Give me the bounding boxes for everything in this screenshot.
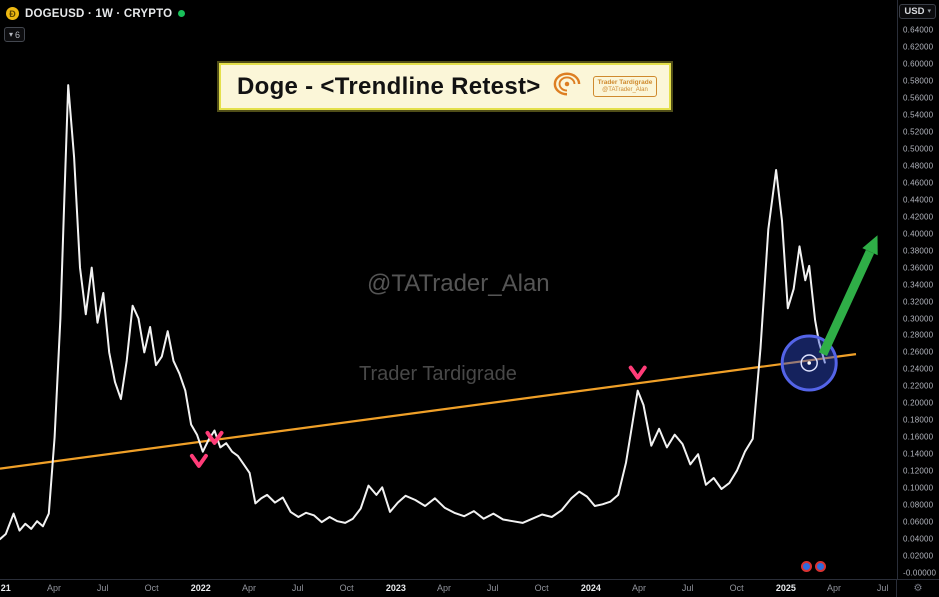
currency-selector[interactable]: USD ▾ xyxy=(899,4,936,19)
badge-icon[interactable] xyxy=(801,561,812,572)
y-axis-label: 0.36000 xyxy=(903,263,934,273)
check-marker[interactable] xyxy=(205,430,224,445)
y-axis-label: 0.32000 xyxy=(903,297,934,306)
projection-arrow-shaft[interactable] xyxy=(818,249,875,356)
y-axis-label: 0.44000 xyxy=(903,195,934,205)
x-axis-label: Apr xyxy=(826,583,842,593)
y-axis-label: 0.42000 xyxy=(903,212,934,222)
x-axis-label: Jul xyxy=(681,583,694,593)
y-axis-label: 0.02000 xyxy=(903,551,934,561)
check-marker[interactable] xyxy=(189,453,208,468)
title-banner[interactable]: Doge - <Trendline Retest> Trader Tardigr… xyxy=(219,63,672,110)
y-axis-label: 0.14000 xyxy=(903,449,934,459)
y-axis-label: 0.52000 xyxy=(903,127,934,137)
y-axis-label: 0.56000 xyxy=(903,93,934,103)
symbol-header[interactable]: Ð DOGEUSD · 1W · CRYPTO xyxy=(6,7,186,20)
y-axis-label: 0.40000 xyxy=(903,229,934,239)
y-axis-label: 0.16000 xyxy=(903,432,934,442)
watermark-name: Trader Tardigrade xyxy=(359,363,517,385)
symbol-title: DOGEUSD · 1W · CRYPTO xyxy=(25,7,173,20)
y-axis-label: 0.30000 xyxy=(903,314,934,323)
object-tree-badge[interactable]: ▾ 6 xyxy=(4,27,26,42)
x-axis-label: Apr xyxy=(241,583,257,593)
y-axis-label: 0.08000 xyxy=(903,500,934,510)
y-axis-label: -0.00000 xyxy=(903,568,937,578)
axis-badges xyxy=(801,561,826,572)
x-axis-label: 21 xyxy=(0,583,11,593)
y-axis-label: 0.18000 xyxy=(903,415,934,425)
watermark-handle: @TATrader_Alan xyxy=(367,270,550,297)
x-axis-label: Apr xyxy=(46,583,62,593)
y-axis-label: 0.58000 xyxy=(903,76,934,86)
banner-badge-handle: @TATrader_Alan xyxy=(602,86,648,93)
y-axis-label: 0.34000 xyxy=(903,280,934,289)
price-axis[interactable]: 0.64000 0.62000 0.60000 0.58000 0.56000 0.540… xyxy=(897,0,939,580)
y-axis-label: 0.24000 xyxy=(903,364,934,374)
x-axis-label: 2025 xyxy=(775,583,796,593)
y-axis-label: 0.20000 xyxy=(903,398,934,408)
chevron-down-icon: ▾ xyxy=(9,29,14,39)
trendline[interactable] xyxy=(0,353,857,470)
check-marker[interactable] xyxy=(628,365,647,380)
x-axis-label: Oct xyxy=(534,583,549,593)
y-axis-label: 0.28000 xyxy=(903,330,934,340)
highlight-inner-circle xyxy=(800,354,818,372)
x-axis-label: Oct xyxy=(144,583,159,593)
price-line[interactable] xyxy=(0,84,826,541)
doge-coin-icon: Ð xyxy=(6,7,19,20)
y-axis-label: 0.50000 xyxy=(903,144,934,154)
y-axis-label: 0.26000 xyxy=(903,347,934,357)
projection-arrow-head[interactable] xyxy=(862,235,878,256)
y-axis-label: 0.64000 xyxy=(903,25,934,35)
banner-badge: Trader Tardigrade @TATrader_Alan xyxy=(592,76,658,97)
gear-icon: ⚙ xyxy=(913,583,923,594)
chevron-down-icon: ▾ xyxy=(927,8,931,15)
currency-label: USD xyxy=(904,6,925,17)
y-axis-label: 0.48000 xyxy=(903,161,934,171)
x-axis-label: Oct xyxy=(729,583,744,593)
x-axis-label: Apr xyxy=(631,583,647,593)
chart-canvas[interactable] xyxy=(0,0,897,580)
y-axis-label: 0.12000 xyxy=(903,466,934,476)
y-axis-label: 0.10000 xyxy=(903,483,934,493)
y-axis-label: 0.62000 xyxy=(903,42,934,52)
y-axis-label: 0.06000 xyxy=(903,517,934,527)
y-axis-label: 0.22000 xyxy=(903,381,934,391)
x-axis-label: Jul xyxy=(486,583,499,593)
banner-badge-name: Trader Tardigrade xyxy=(597,79,653,86)
time-axis[interactable]: 21 Apr Jul Oct 2022 Apr Jul Oct 2023 Apr Jul Oct 202… xyxy=(0,579,897,597)
x-axis-label: Apr xyxy=(436,583,452,593)
y-axis-label: 0.60000 xyxy=(903,59,934,69)
axis-settings-corner[interactable]: ⚙ xyxy=(896,579,939,597)
collapse-count: 6 xyxy=(15,29,21,40)
tardigrade-logo-icon xyxy=(551,70,583,103)
x-axis-label: Jul xyxy=(876,583,889,593)
y-axis-label: 0.54000 xyxy=(903,110,934,120)
coin-letter: Ð xyxy=(9,8,16,19)
badge-icon[interactable] xyxy=(815,561,826,572)
highlight-center-dot xyxy=(807,361,811,365)
x-axis-label: 2022 xyxy=(190,583,211,593)
market-status-dot xyxy=(178,10,186,17)
x-axis-label: Jul xyxy=(291,583,304,593)
banner-title: Doge - <Trendline Retest> xyxy=(237,72,541,100)
x-axis-label: 2024 xyxy=(580,583,601,593)
y-axis-label: 0.38000 xyxy=(903,246,934,256)
x-axis-label: Jul xyxy=(96,583,109,593)
y-axis-label: 0.04000 xyxy=(903,534,934,544)
x-axis-label: Oct xyxy=(339,583,354,593)
y-axis-label: 0.46000 xyxy=(903,178,934,188)
x-axis-label: 2023 xyxy=(385,583,406,593)
